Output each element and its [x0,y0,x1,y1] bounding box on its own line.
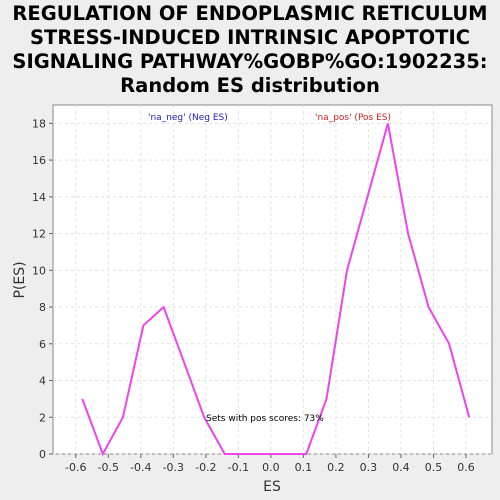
annotation-neg: 'na_neg' (Neg ES) [148,113,228,123]
chart-title: REGULATION OF ENDOPLASMIC RETICULUM STRE… [0,2,500,98]
x-tick-label: -0.6 [65,461,86,474]
x-tick-label: 0.5 [425,461,443,474]
y-tick-label: 12 [32,228,46,241]
x-tick-label: 0.1 [295,461,313,474]
x-tick-label: 0.3 [360,461,378,474]
y-tick-label: 16 [32,154,46,167]
y-tick-label: 18 [32,117,46,130]
grid [53,105,492,455]
x-tick-label: -0.1 [228,461,249,474]
y-tick-label: 8 [39,301,46,314]
x-tick-label: 0.2 [327,461,345,474]
y-axis-ticks: 0 2 4 6 8 10 12 14 16 18 [32,117,53,461]
x-tick-label: -0.4 [130,461,151,474]
y-tick-label: 10 [32,264,46,277]
x-axis-label: ES [263,479,281,495]
annotation-pos-score: Sets with pos scores: 73% [206,414,324,424]
chart-title-line-3: SIGNALING PATHWAY%GOBP%GO:1902235: [12,50,488,73]
x-tick-label: -0.2 [195,461,216,474]
y-tick-label: 14 [32,191,46,204]
x-tick-label: -0.3 [163,461,184,474]
x-tick-label: 0.4 [392,461,410,474]
y-tick-label: 4 [39,375,46,388]
chart-title-line-2: STRESS-INDUCED INTRINSIC APOPTOTIC [29,26,471,49]
chart-title-line-1: REGULATION OF ENDOPLASMIC RETICULUM [12,2,488,25]
x-tick-label: 0.6 [457,461,475,474]
x-tick-label: 0.0 [262,461,280,474]
plot-area [52,104,493,455]
x-tick-label: -0.5 [98,461,119,474]
y-tick-label: 2 [39,411,46,424]
series-layer [81,123,471,457]
y-tick-label: 6 [39,338,46,351]
y-tick-label: 0 [39,448,46,461]
series-line [81,123,471,457]
x-axis-ticks: -0.6 -0.5 -0.4 -0.3 -0.2 -0.1 0.0 0.1 0.2 0.3 0.4 0… [65,454,475,474]
annotation-pos: 'na_pos' (Pos ES) [315,113,391,123]
y-axis-label: P(ES) [12,261,28,298]
chart-title-line-4: Random ES distribution [120,74,380,97]
